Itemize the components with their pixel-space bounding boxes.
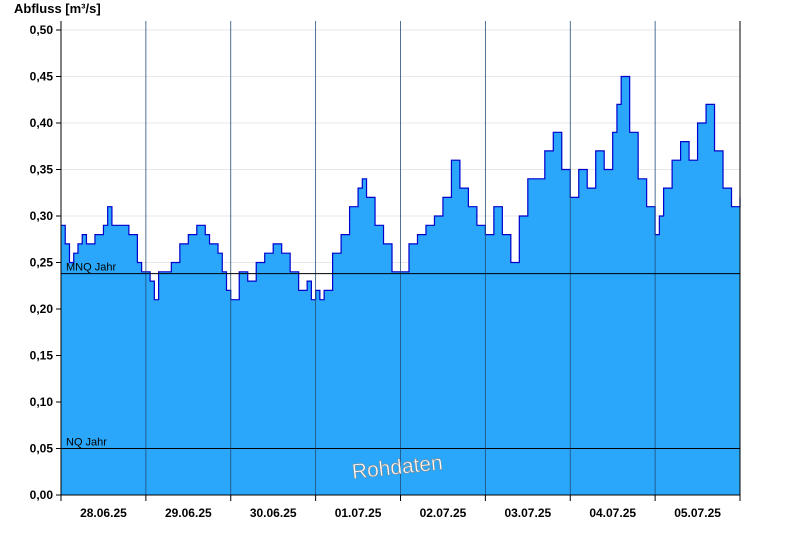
x-tick-label: 04.07.25 (589, 506, 636, 520)
x-tick-label: 02.07.25 (420, 506, 467, 520)
day-dividers (145, 21, 656, 495)
y-tick-label: 0,35 (30, 163, 54, 177)
y-tick-label: 0,45 (30, 70, 54, 84)
y-axis-title: Abfluss [m³/s] (14, 1, 101, 16)
reference-line-label: NQ Jahr (66, 437, 107, 449)
x-tick-labels: 28.06.25 29.06.25 30.06.25 01.07.25 02.07.25… (60, 495, 741, 520)
x-tick-label: 01.07.25 (335, 506, 382, 520)
reference-lines: MNQ Jahr NQ Jahr (61, 262, 740, 449)
y-tick-label: 0,30 (30, 209, 54, 223)
x-tick-label: 30.06.25 (250, 506, 297, 520)
y-tick-label: 0,05 (30, 442, 54, 456)
x-tick-label: 28.06.25 (80, 506, 127, 520)
x-tick-label: 29.06.25 (165, 506, 212, 520)
discharge-line (61, 75, 741, 301)
y-tick-label: 0,15 (30, 349, 54, 363)
y-tick-labels: 0,00 0,05 0,10 0,15 0,20 0,25 0,30 0,35 0,40 0,45… (30, 23, 61, 502)
y-tick-label: 0,20 (30, 302, 54, 316)
x-tick-label: 03.07.25 (504, 506, 551, 520)
y-tick-label: 0,25 (30, 256, 54, 270)
y-tick-label: 0,40 (30, 116, 54, 130)
y-tick-label: 0,50 (30, 23, 54, 37)
x-tick-label: 05.07.25 (674, 506, 721, 520)
reference-line-label: MNQ Jahr (66, 262, 116, 274)
y-tick-label: 0,00 (30, 488, 54, 502)
y-tick-label: 0,10 (30, 395, 54, 409)
